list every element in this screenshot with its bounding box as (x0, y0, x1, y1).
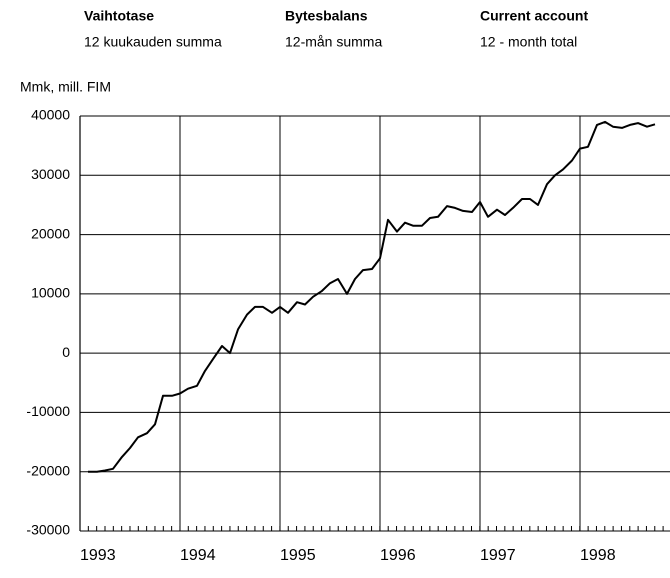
x-tick-label: 1998 (580, 547, 616, 564)
header-title: Vaihtotase (84, 8, 154, 24)
header-subtitle: 12 kuukauden summa (84, 34, 222, 50)
x-tick-label: 1996 (380, 547, 416, 564)
x-tick-label: 1995 (280, 547, 316, 564)
header-title: Current account (480, 8, 588, 24)
y-tick-label: 20000 (31, 225, 70, 241)
y-tick-label: -10000 (26, 403, 70, 419)
y-tick-label: -30000 (26, 522, 70, 538)
x-tick-label: 1993 (80, 547, 116, 564)
header-subtitle: 12-mån summa (285, 34, 382, 50)
y-tick-label: 40000 (31, 107, 70, 123)
y-tick-label: 10000 (31, 285, 70, 301)
x-tick-label: 1997 (480, 547, 516, 564)
header-subtitle: 12 - month total (480, 34, 577, 50)
x-tick-label: 1994 (180, 547, 216, 564)
y-axis-label: Mmk, mill. FIM (20, 79, 111, 95)
y-tick-label: -20000 (26, 462, 70, 478)
data-line (88, 120, 656, 473)
y-tick-label: 0 (62, 344, 70, 360)
y-tick-label: 30000 (31, 166, 70, 182)
header-title: Bytesbalans (285, 8, 368, 24)
